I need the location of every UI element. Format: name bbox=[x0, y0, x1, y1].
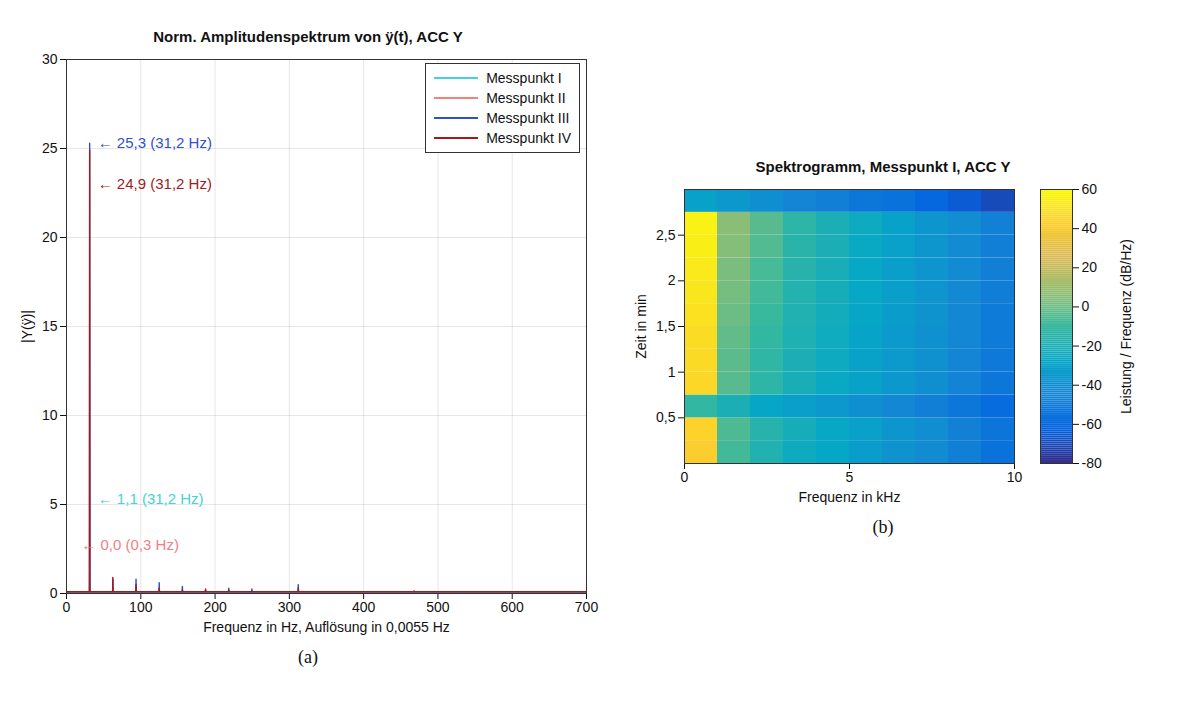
svg-text:← 25,3 (31,2 Hz): ← 25,3 (31,2 Hz) bbox=[98, 133, 212, 150]
svg-text:0,5: 0,5 bbox=[656, 409, 676, 425]
svg-text:← 0,0 (0,3 Hz): ← 0,0 (0,3 Hz) bbox=[81, 536, 179, 553]
svg-text:400: 400 bbox=[352, 599, 376, 615]
svg-text:5: 5 bbox=[50, 495, 58, 511]
svg-text:20: 20 bbox=[1082, 259, 1098, 275]
svg-text:Frequenz in kHz: Frequenz in kHz bbox=[799, 488, 901, 504]
html-text:Messpunkt II: Messpunkt II bbox=[486, 89, 566, 106]
html-text:Spektrogramm, Messpunkt I, ACC: Spektrogramm, Messpunkt I, ACC Y bbox=[755, 157, 1011, 175]
svg-text:2: 2 bbox=[668, 272, 676, 288]
svg-text:30: 30 bbox=[42, 50, 58, 66]
svg-text:Zeit in min: Zeit in min bbox=[633, 294, 649, 359]
svg-text:500: 500 bbox=[426, 599, 450, 615]
svg-text:40: 40 bbox=[1082, 220, 1098, 236]
svg-text:600: 600 bbox=[501, 599, 525, 615]
svg-text:0: 0 bbox=[63, 599, 71, 615]
svg-text:-80: -80 bbox=[1082, 454, 1102, 470]
svg-text:15: 15 bbox=[42, 317, 58, 333]
svg-text:Frequenz in Hz, Auflösung in 0: Frequenz in Hz, Auflösung in 0,0055 Hz bbox=[203, 618, 450, 634]
svg-text:1: 1 bbox=[668, 363, 676, 379]
svg-text:700: 700 bbox=[575, 599, 599, 615]
svg-text:0: 0 bbox=[681, 469, 689, 485]
html-text:Norm. Amplitudenspektrum von ÿ: Norm. Amplitudenspektrum von ÿ(t), ACC Y bbox=[153, 27, 463, 45]
svg-text:-60: -60 bbox=[1082, 415, 1102, 431]
svg-text:200: 200 bbox=[203, 599, 227, 615]
svg-text:← 1,1 (31,2 Hz): ← 1,1 (31,2 Hz) bbox=[98, 489, 204, 506]
svg-text:60: 60 bbox=[1082, 180, 1098, 196]
svg-text:5: 5 bbox=[846, 469, 854, 485]
html-text:(b): (b) bbox=[872, 516, 894, 537]
html-text:Messpunkt I: Messpunkt I bbox=[486, 69, 562, 86]
svg-text:300: 300 bbox=[278, 599, 302, 615]
svg-text:0: 0 bbox=[1082, 298, 1090, 314]
svg-text:Leistung / Frequenz (dB/Hz): Leistung / Frequenz (dB/Hz) bbox=[1118, 238, 1134, 413]
svg-text:100: 100 bbox=[129, 599, 153, 615]
svg-text:1,5: 1,5 bbox=[656, 317, 676, 333]
svg-text:← 24,9 (31,2 Hz): ← 24,9 (31,2 Hz) bbox=[98, 174, 212, 191]
html-text:Messpunkt III: Messpunkt III bbox=[486, 109, 570, 126]
svg-text:-40: -40 bbox=[1082, 376, 1102, 392]
svg-text:0: 0 bbox=[50, 584, 58, 600]
svg-text:-20: -20 bbox=[1082, 337, 1102, 353]
svg-text:10: 10 bbox=[1007, 469, 1023, 485]
svg-text:2,5: 2,5 bbox=[656, 226, 676, 242]
svg-text:|Y(ÿ)|: |Y(ÿ)| bbox=[19, 310, 35, 343]
svg-text:20: 20 bbox=[42, 228, 58, 244]
html-text:(a): (a) bbox=[298, 646, 318, 667]
svg-text:25: 25 bbox=[42, 139, 58, 155]
svg-text:10: 10 bbox=[42, 406, 58, 422]
html-text:Messpunkt IV: Messpunkt IV bbox=[486, 129, 571, 146]
